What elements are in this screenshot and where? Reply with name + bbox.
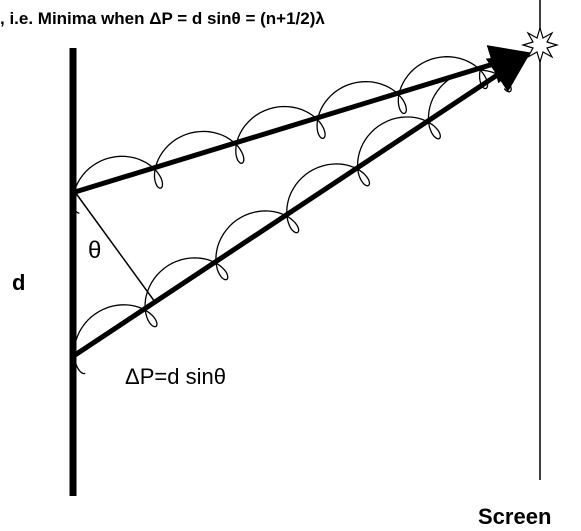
bright-spot bbox=[520, 25, 560, 65]
wave-lower bbox=[73, 69, 512, 375]
ray-lower bbox=[73, 53, 531, 358]
wave-upper bbox=[72, 56, 489, 214]
screen-label: Screen bbox=[478, 504, 551, 529]
d-label: d bbox=[12, 270, 25, 295]
ray-upper bbox=[74, 45, 531, 195]
title: , i.e. Minima when ΔP = d sinθ = (n+1/2)… bbox=[0, 9, 325, 28]
perpendicular bbox=[74, 191, 156, 303]
path-difference-label: ΔP=d sinθ bbox=[125, 364, 226, 389]
theta-label: θ bbox=[88, 237, 101, 264]
